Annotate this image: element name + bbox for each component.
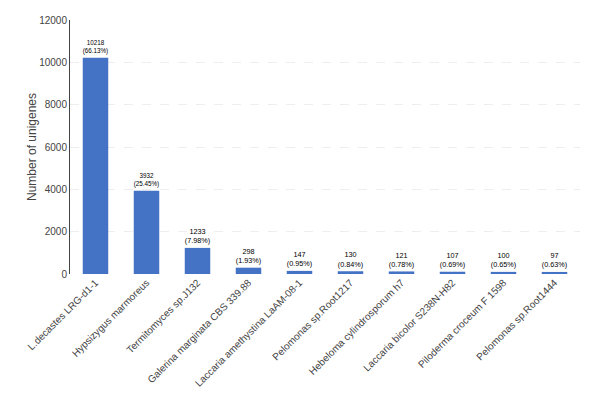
svg-text:107(0.69%): 107(0.69%) [440, 251, 465, 269]
svg-text:Termitomyces sp.J132: Termitomyces sp.J132 [124, 277, 202, 355]
svg-text:130(0.84%): 130(0.84%) [338, 250, 363, 268]
svg-text:12000: 12000 [39, 15, 67, 26]
svg-text:4000: 4000 [45, 184, 68, 195]
svg-text:121(0.78%): 121(0.78%) [389, 251, 414, 269]
svg-text:298(1.93%): 298(1.93%) [236, 247, 261, 265]
svg-text:Piloderma croceum F 1598: Piloderma croceum F 1598 [416, 277, 509, 370]
svg-text:100(0.65%): 100(0.65%) [491, 251, 516, 269]
svg-text:10000: 10000 [39, 57, 67, 68]
svg-text:Number of unigenes: Number of unigenes [25, 93, 39, 201]
svg-text:Laccaria amethystina LaAM-08-1: Laccaria amethystina LaAM-08-1 [193, 277, 305, 389]
svg-text:Hebeloma cylindrosporum h7: Hebeloma cylindrosporum h7 [307, 277, 407, 377]
svg-text:147(0.95%): 147(0.95%) [287, 250, 312, 268]
svg-text:8000: 8000 [45, 99, 68, 110]
svg-text:0: 0 [61, 269, 67, 280]
svg-text:1233(7.98%): 1233(7.98%) [185, 227, 210, 245]
svg-text:L.decastes LRG-d1-1: L.decastes LRG-d1-1 [25, 277, 100, 352]
svg-text:2000: 2000 [45, 226, 68, 237]
svg-text:Pelomonas sp.Root1444: Pelomonas sp.Root1444 [474, 277, 560, 363]
svg-text:Laccaria bicolor S238N-H82: Laccaria bicolor S238N-H82 [361, 277, 458, 374]
svg-text:Galerina marginata CBS 339.88: Galerina marginata CBS 339.88 [145, 277, 253, 385]
svg-text:6000: 6000 [45, 142, 68, 153]
svg-text:Pelomonas sp.Root1217: Pelomonas sp.Root1217 [270, 277, 356, 363]
svg-text:97(0.63%): 97(0.63%) [542, 251, 567, 269]
svg-text:3932(25.45%): 3932(25.45%) [134, 172, 159, 188]
svg-text:Hypsizygus marmoreus: Hypsizygus marmoreus [70, 277, 152, 359]
svg-text:10218(66.13%): 10218(66.13%) [83, 39, 108, 55]
